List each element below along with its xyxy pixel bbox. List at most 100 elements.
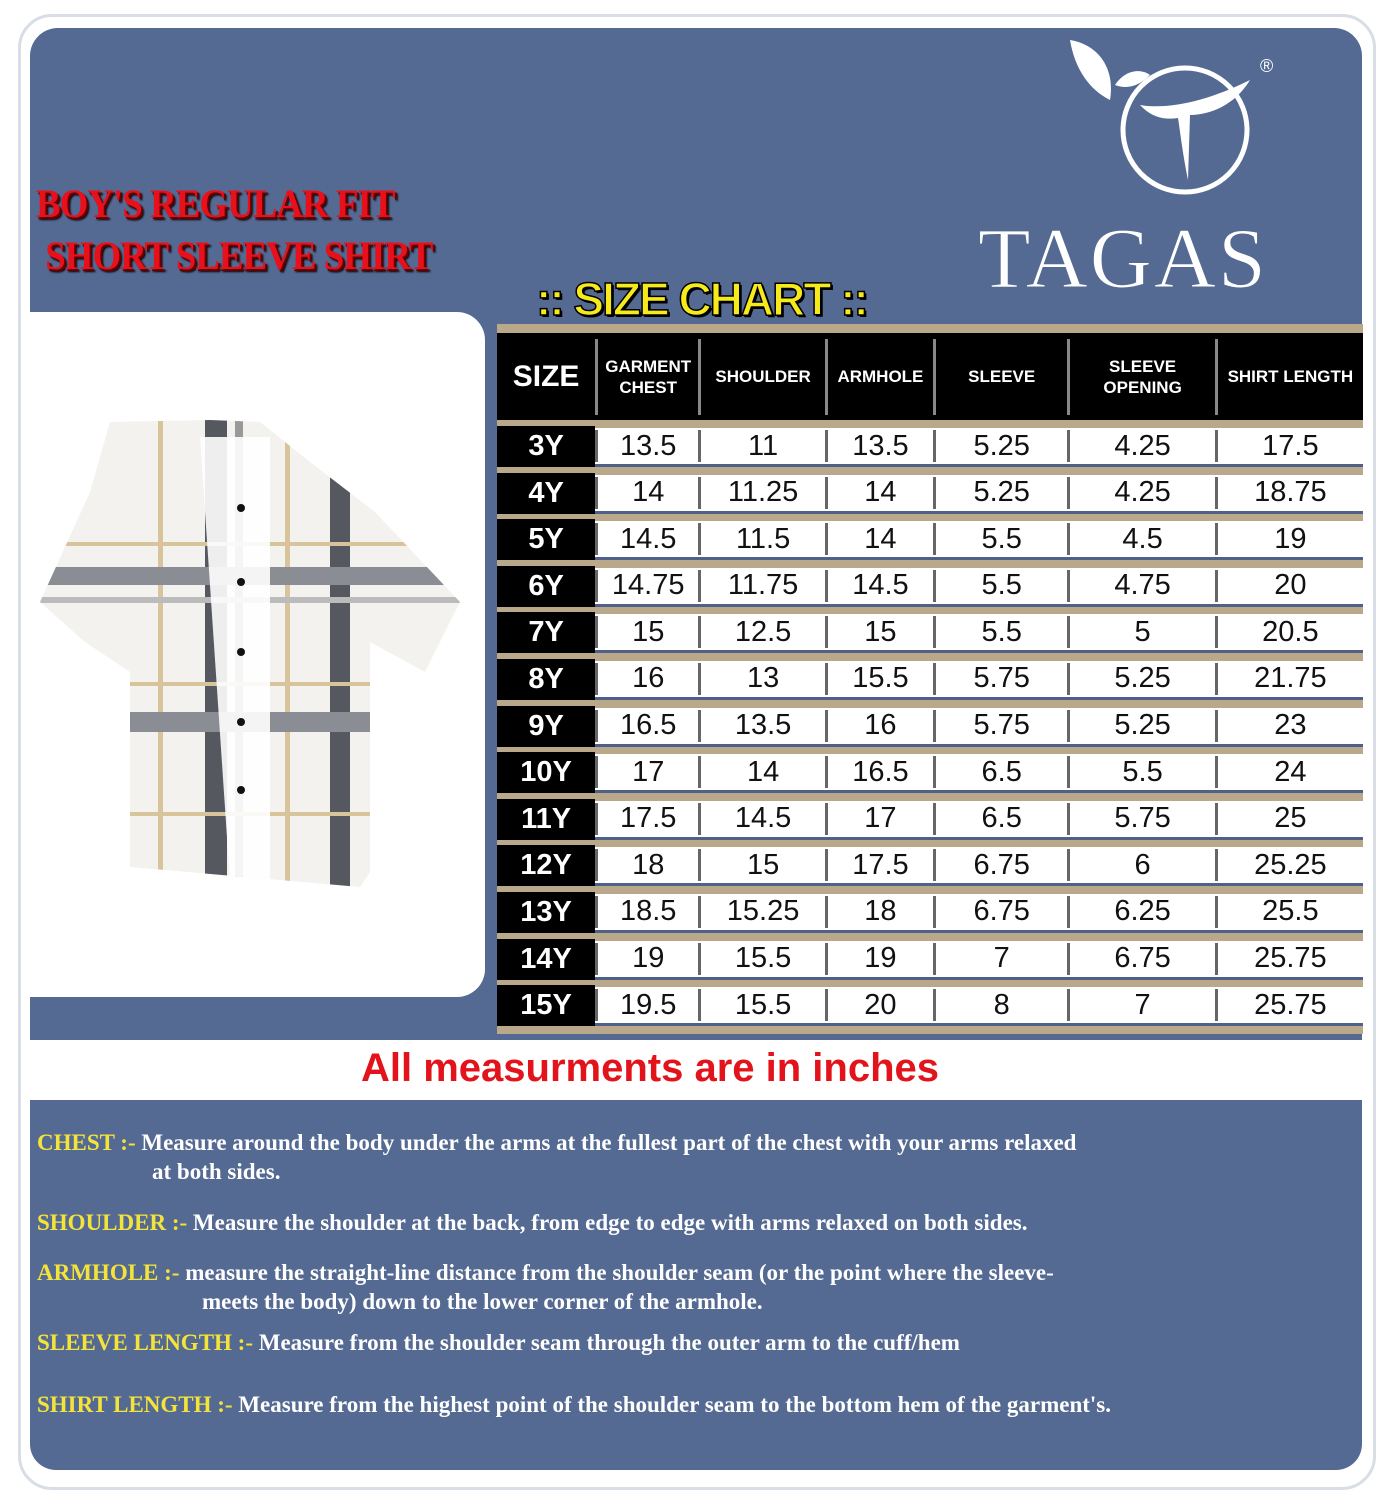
- table-row: 10Y 17 14 16.5 6.5 5.5 24: [497, 752, 1363, 794]
- measurement-cell: 17: [824, 802, 933, 835]
- measurement-cell: 20: [1214, 569, 1363, 602]
- measurement-cell: 6.5: [932, 756, 1068, 789]
- bottom-panel: [30, 1100, 1362, 1470]
- brand-logo-icon: [1070, 40, 1250, 195]
- table-row: 7Y 15 12.5 15 5.5 5 20.5: [497, 612, 1363, 654]
- measurement-cell: 5.75: [932, 709, 1068, 742]
- measurement-cell: 17.5: [595, 802, 698, 835]
- header-shirt-length: SHIRT LENGTH: [1214, 338, 1363, 415]
- measurement-cell: 5.25: [1067, 709, 1214, 742]
- table-row: 13Y 18.5 15.25 18 6.75 6.25 25.5: [497, 891, 1363, 933]
- plaid-shirt-illustration: [40, 420, 460, 887]
- measurement-cell: 16.5: [824, 756, 933, 789]
- measurement-cell: 16: [824, 709, 933, 742]
- size-cell: 15Y: [497, 985, 596, 1027]
- definition-item: CHEST :- Measure around the body under t…: [37, 1128, 1076, 1186]
- size-cell: 13Y: [497, 891, 596, 933]
- measurement-cell: 16.5: [595, 709, 698, 742]
- measurement-cell: 21.75: [1214, 662, 1363, 695]
- measurement-cell: 17.5: [1214, 430, 1363, 462]
- measurement-cell: 5.25: [1067, 662, 1214, 695]
- definition-item: SHIRT LENGTH :- Measure from the highest…: [37, 1390, 1111, 1419]
- measurement-cell: 25.25: [1214, 849, 1363, 882]
- measurement-cell: 5.5: [1067, 756, 1214, 789]
- measurement-cell: 19: [1214, 523, 1363, 556]
- size-cell: 10Y: [497, 752, 596, 794]
- header-sleeve-opening: SLEEVE OPENING: [1067, 338, 1214, 415]
- measurement-cell: 19: [595, 942, 698, 975]
- measurement-cell: 11.5: [698, 523, 825, 556]
- measurement-cell: 6: [1067, 849, 1214, 882]
- measurement-cell: 14.5: [595, 523, 698, 556]
- definition-item: SLEEVE LENGTH :- Measure from the should…: [37, 1328, 960, 1357]
- measurement-cell: 8: [932, 989, 1068, 1022]
- measurement-cell: 15.5: [824, 662, 933, 695]
- definition-label: SLEEVE LENGTH :-: [37, 1330, 253, 1355]
- measurement-cell: 15.5: [698, 942, 825, 975]
- measurement-cell: 5.75: [1067, 802, 1214, 835]
- table-row: 11Y 17.5 14.5 17 6.5 5.75 25: [497, 798, 1363, 840]
- measurement-cell: 18.75: [1214, 476, 1363, 509]
- measurement-cell: 12.5: [698, 616, 825, 649]
- header-garment-chest: GARMENT CHEST: [595, 338, 698, 415]
- measurement-cell: 5.5: [932, 523, 1068, 556]
- measurement-cell: 4.25: [1067, 476, 1214, 509]
- definition-label: SHOULDER :-: [37, 1210, 188, 1235]
- table-row: 9Y 16.5 13.5 16 5.75 5.25 23: [497, 705, 1363, 747]
- definition-item: SHOULDER :- Measure the shoulder at the …: [37, 1208, 1027, 1237]
- size-cell: 7Y: [497, 612, 596, 654]
- measurement-cell: 5.75: [932, 662, 1068, 695]
- measurement-cell: 19.5: [595, 989, 698, 1022]
- definition-text-continued: meets the body) down to the lower corner…: [202, 1289, 763, 1314]
- measurement-cell: 15: [595, 616, 698, 649]
- size-cell: 3Y: [497, 426, 596, 467]
- measurement-cell: 15.25: [698, 895, 825, 928]
- measurement-cell: 14: [824, 476, 933, 509]
- measurement-cell: 6.75: [932, 895, 1068, 928]
- size-cell: 11Y: [497, 798, 596, 840]
- measurement-cell: 20: [824, 989, 933, 1022]
- table-row: 12Y 18 15 17.5 6.75 6 25.25: [497, 845, 1363, 887]
- header-armhole: ARMHOLE: [824, 338, 933, 415]
- measurement-cell: 15.5: [698, 989, 825, 1022]
- measurement-cell: 18: [824, 895, 933, 928]
- measurement-cell: 18.5: [595, 895, 698, 928]
- size-chart-heading: :: SIZE CHART ::: [535, 272, 869, 326]
- measurement-cell: 6.5: [932, 802, 1068, 835]
- definition-label: ARMHOLE :-: [37, 1260, 180, 1285]
- definition-text: Measure the shoulder at the back, from e…: [187, 1210, 1028, 1235]
- measurement-cell: 20.5: [1214, 616, 1363, 649]
- header-size: SIZE: [512, 360, 580, 393]
- measurement-cell: 11.25: [698, 476, 825, 509]
- table-row: 15Y 19.5 15.5 20 8 7 25.75: [497, 985, 1363, 1027]
- header-sleeve: SLEEVE: [932, 338, 1068, 415]
- measurement-cell: 5.25: [932, 430, 1068, 462]
- measurement-cell: 13: [698, 662, 825, 695]
- definition-label: CHEST :-: [37, 1130, 136, 1155]
- measurement-cell: 14.5: [698, 802, 825, 835]
- measurement-cell: 25.75: [1214, 989, 1363, 1022]
- measurement-cell: 4.75: [1067, 569, 1214, 602]
- measurement-cell: 25.75: [1214, 942, 1363, 975]
- measurement-cell: 13.5: [824, 430, 933, 462]
- measurement-cell: 6.25: [1067, 895, 1214, 928]
- units-note: All measurments are in inches: [360, 1046, 939, 1090]
- table-row: 4Y 14 11.25 14 5.25 4.25 18.75: [497, 472, 1363, 514]
- measurement-cell: 25: [1214, 802, 1363, 835]
- measurement-cell: 5.5: [932, 569, 1068, 602]
- definition-label: SHIRT LENGTH :-: [37, 1392, 233, 1417]
- measurement-cell: 11: [698, 430, 825, 462]
- table-row: 3Y 13.5 11 13.5 5.25 4.25 17.5: [497, 426, 1363, 467]
- measurement-cell: 7: [1067, 989, 1214, 1022]
- definition-text: measure the straight-line distance from …: [179, 1260, 1054, 1285]
- measurement-cell: 4.25: [1067, 430, 1214, 462]
- measurement-cell: 13.5: [698, 709, 825, 742]
- title-line-1: BOY'S REGULAR FIT: [36, 181, 395, 226]
- measurement-cell: 5.5: [932, 616, 1068, 649]
- definition-text-continued: at both sides.: [152, 1159, 281, 1184]
- measurement-cell: 25.5: [1214, 895, 1363, 928]
- table-row: 6Y 14.75 11.75 14.5 5.5 4.75 20: [497, 565, 1363, 607]
- definition-text: Measure from the highest point of the sh…: [232, 1392, 1111, 1417]
- size-cell: 5Y: [497, 519, 596, 561]
- table-row: 5Y 14.5 11.5 14 5.5 4.5 19: [497, 519, 1363, 561]
